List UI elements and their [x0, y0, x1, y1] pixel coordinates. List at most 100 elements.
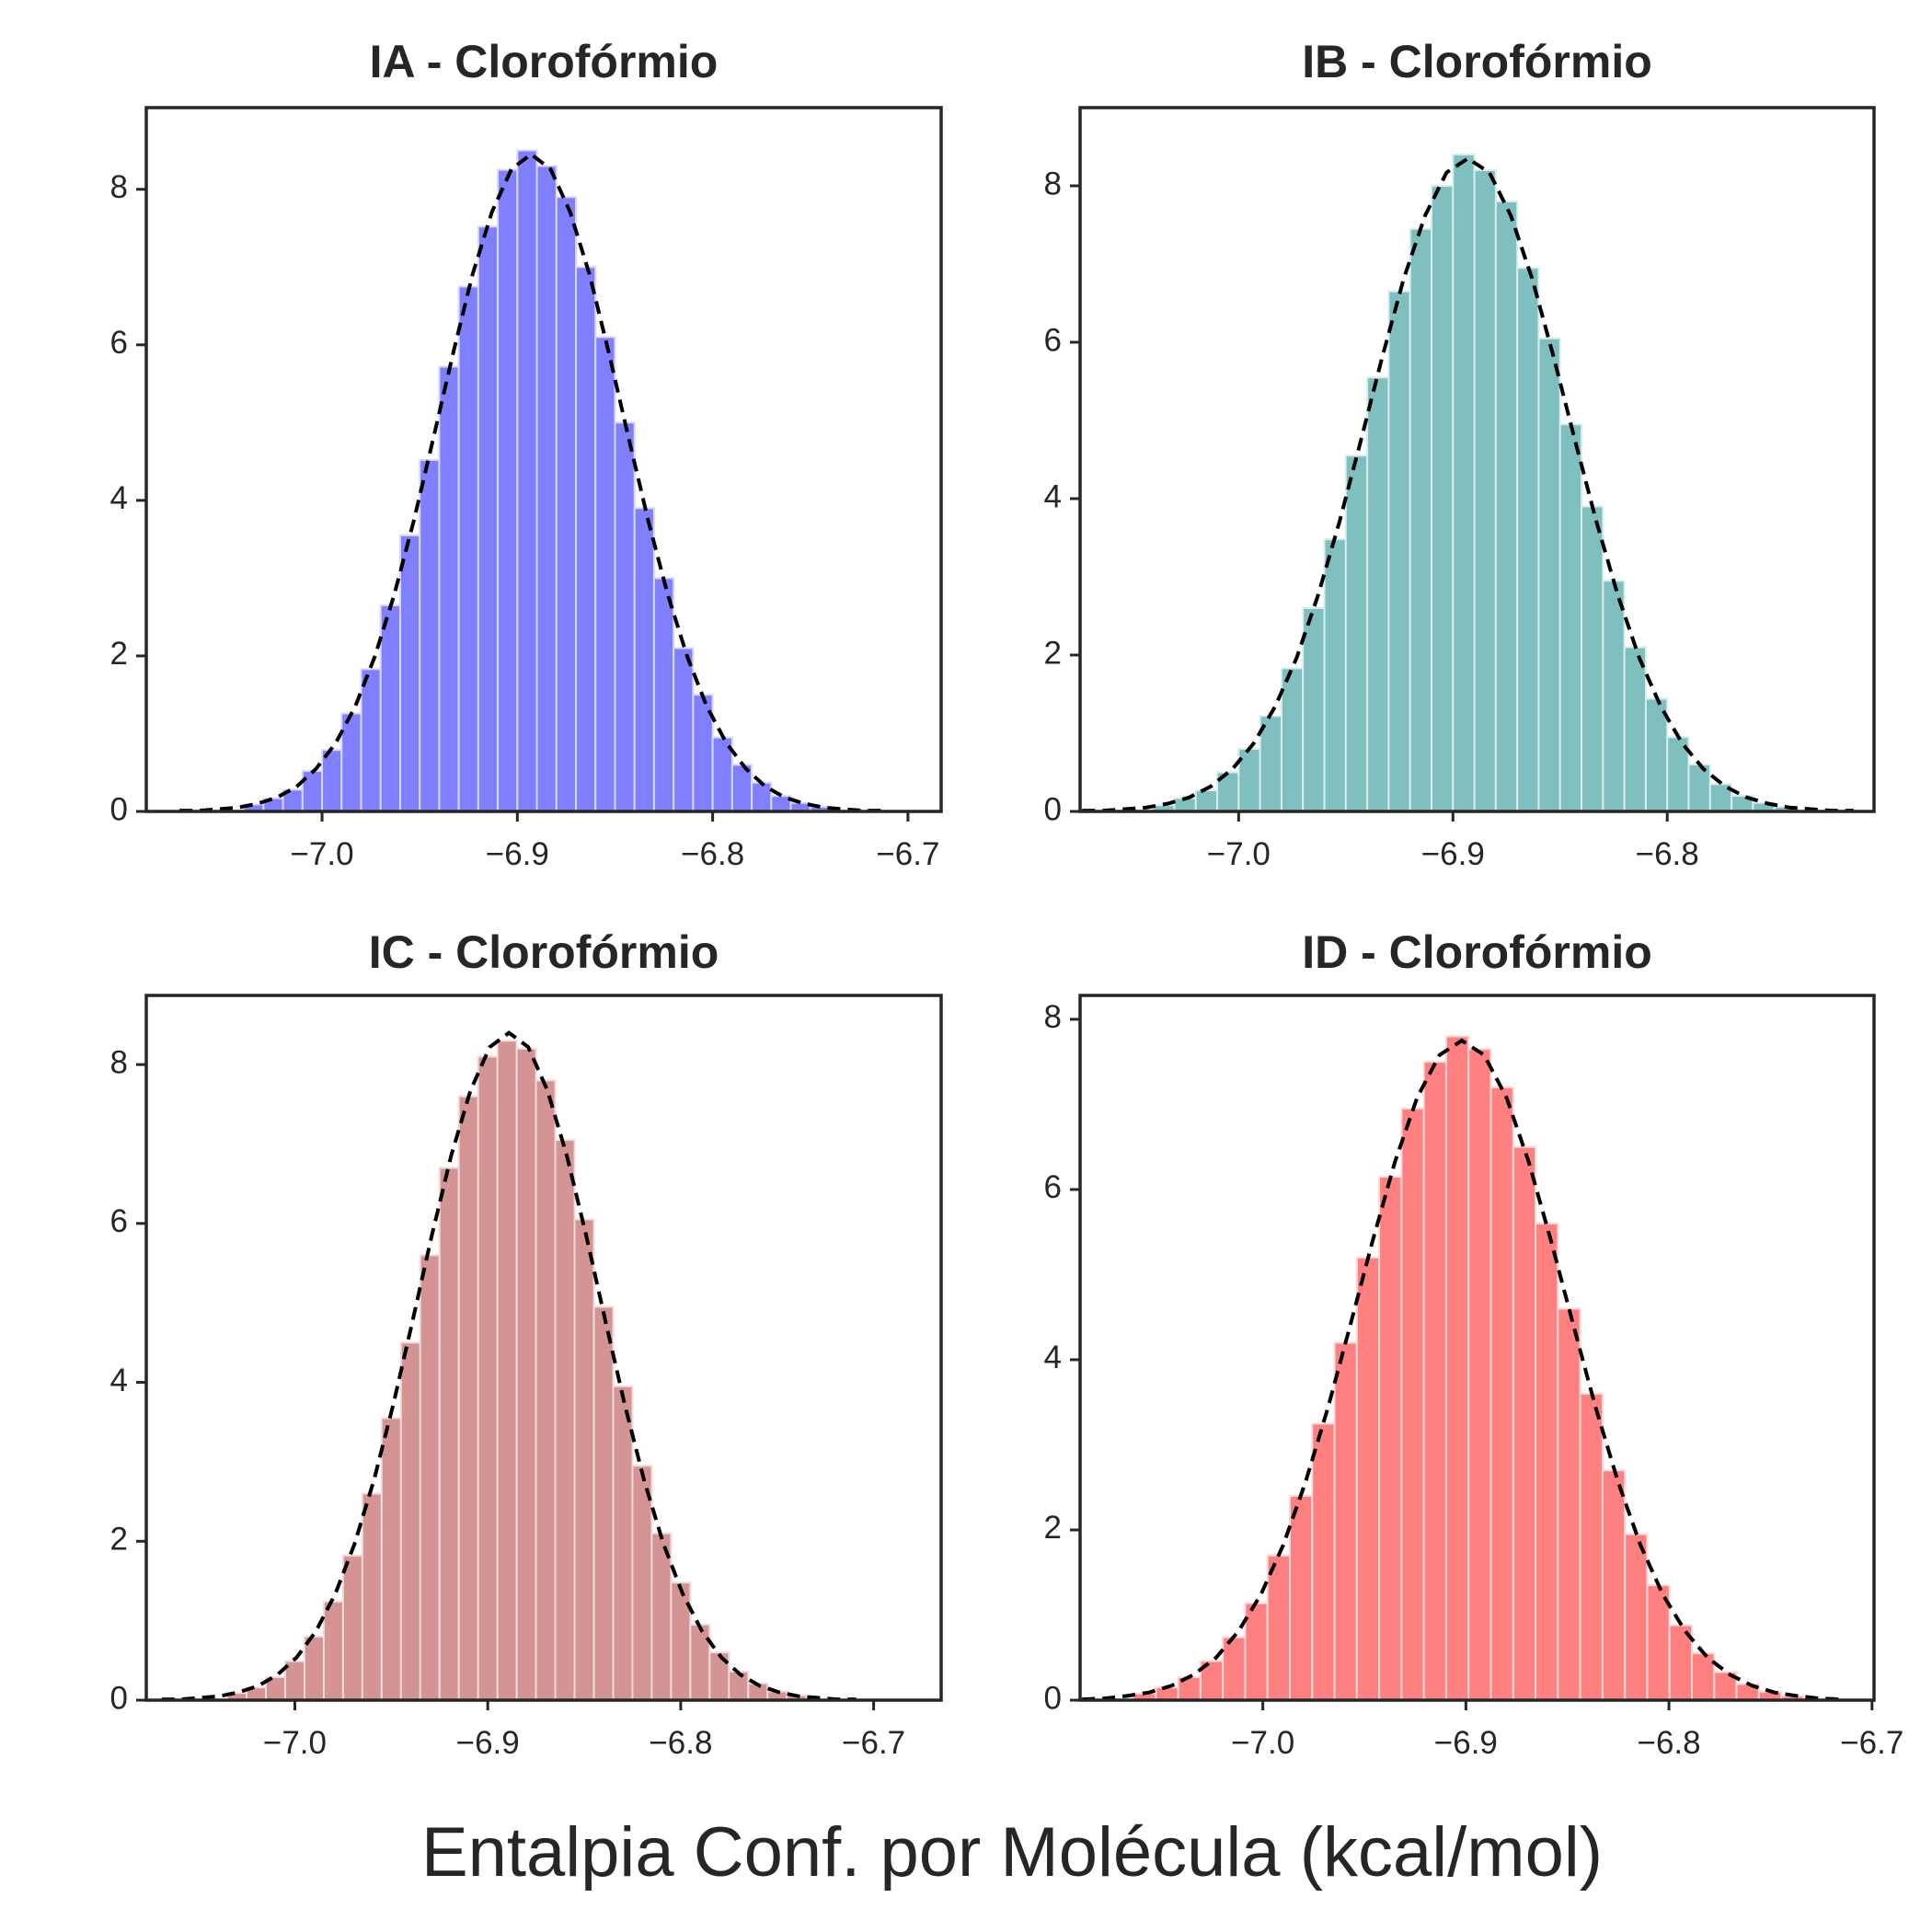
x-tick-label: −6.9	[1434, 1725, 1498, 1761]
histogram-bar	[496, 1040, 518, 1700]
y-tick-label: 4	[1044, 478, 1062, 514]
histogram-bar	[555, 196, 578, 811]
histogram-bar	[1601, 1469, 1627, 1700]
histogram-bar	[1473, 169, 1497, 811]
axes-frame	[1078, 994, 1876, 1702]
y-tick-label: 0	[1044, 1680, 1062, 1716]
histogram-bar	[612, 1385, 634, 1700]
histogram-bar	[594, 336, 616, 811]
histogram-bar	[1266, 1554, 1291, 1700]
histogram-bar	[1691, 1652, 1716, 1700]
histogram-bar	[361, 1492, 383, 1700]
x-tick-label: −6.7	[842, 1725, 905, 1761]
y-tick-label: 2	[110, 636, 128, 672]
histogram-bar	[1409, 227, 1433, 811]
plot-area	[161, 1030, 857, 1700]
x-axis-label: Entalpia Conf. por Molécula (kcal/mol)	[421, 1813, 1603, 1892]
histogram-bar	[1431, 185, 1455, 811]
axes-frame	[144, 994, 943, 1702]
histogram-bar	[1687, 764, 1711, 811]
histogram-bar	[1579, 1392, 1604, 1700]
histogram-bar	[535, 165, 558, 811]
histogram-bar	[1387, 290, 1411, 811]
x-tick-label: −6.7	[876, 836, 939, 872]
plot-area	[179, 149, 883, 811]
y-tick-label: 4	[1044, 1340, 1062, 1375]
histogram-bar	[573, 1218, 595, 1700]
histogram-bar	[689, 1623, 711, 1700]
histogram-bar	[301, 770, 324, 811]
subplot: 0 2 4 6 8 −7.0 −6.9 −6.8 −6.7 IC - Clorofórmio	[110, 926, 943, 1761]
histogram-bar	[1344, 454, 1369, 811]
histogram-bar	[1280, 667, 1305, 811]
histogram-bar	[652, 577, 675, 811]
histogram-bar	[379, 604, 401, 811]
histogram-bar	[398, 534, 421, 811]
histogram-bar	[631, 1465, 653, 1700]
x-tick-label: −7.0	[263, 1725, 327, 1761]
y-tick-label: 4	[110, 1363, 128, 1398]
x-tick-label: −6.8	[681, 836, 744, 872]
histogram-bar	[1512, 1145, 1537, 1700]
histogram-bar	[1624, 1533, 1649, 1700]
histogram-bar	[1467, 1048, 1492, 1700]
histogram-bar	[341, 1554, 363, 1700]
histogram-bar	[1366, 376, 1390, 811]
histogram-bar	[515, 1047, 537, 1700]
x-tick-label: −6.9	[1421, 836, 1485, 872]
histogram-bar	[728, 1670, 750, 1700]
histogram-bar	[1422, 1061, 1447, 1700]
histogram-bar	[673, 647, 695, 811]
histogram-bar	[1311, 1422, 1336, 1700]
subplot: 0 2 4 6 8 −7.0 −6.9 −6.8 IB - Clorofórmio	[1044, 36, 1876, 872]
subplot-title: ID - Clorofórmio	[1302, 926, 1652, 978]
histogram-bar	[1489, 1086, 1514, 1700]
fit-curve	[161, 1030, 857, 1700]
histogram-bar	[438, 365, 460, 811]
histogram-bar	[360, 668, 382, 811]
histogram-bar	[1558, 423, 1583, 811]
x-tick-label: −6.7	[1840, 1725, 1903, 1761]
histogram-bar	[1494, 201, 1519, 811]
histogram-bar	[438, 1167, 460, 1700]
histogram-bar	[1302, 607, 1326, 811]
histogram-bar	[1537, 337, 1561, 811]
subplot: 0 2 4 6 8 −7.0 −6.9 −6.8 −6.7 ID - Clorofórmio	[1044, 926, 1904, 1761]
histogram-bar	[1400, 1108, 1425, 1700]
histogram-bar	[303, 1635, 325, 1700]
histogram-bar	[1516, 267, 1540, 811]
histogram-bar	[592, 1305, 615, 1700]
histogram-bar	[457, 285, 479, 811]
histogram-bar	[670, 1581, 692, 1700]
histogram-bar	[554, 1139, 576, 1700]
histogram-bar	[1244, 1602, 1269, 1700]
subplot-title: IC - Clorofórmio	[369, 926, 719, 978]
histogram-bar	[322, 1600, 344, 1700]
histogram-bar	[614, 421, 636, 811]
x-tick-label: −7.0	[1207, 836, 1271, 872]
y-tick-label: 6	[1044, 322, 1062, 358]
y-tick-label: 6	[110, 1203, 128, 1239]
x-tick-label: −6.9	[486, 836, 549, 872]
histogram-bar	[1155, 1686, 1179, 1700]
subplot-title: IB - Clorofórmio	[1302, 36, 1652, 87]
y-tick-label: 0	[1044, 791, 1062, 827]
histogram-bar	[1333, 1341, 1358, 1700]
y-tick-label: 8	[1044, 999, 1062, 1035]
histogram-bar	[321, 749, 343, 811]
y-tick-label: 8	[1044, 166, 1062, 201]
histogram-bar	[419, 1254, 441, 1700]
histogram-bar	[1194, 789, 1219, 811]
subplot: 0 2 4 6 8 −7.0 −6.9 −6.8 −6.7 IA - Clorofórmio	[110, 36, 943, 872]
fit-curve	[1082, 1038, 1842, 1700]
histogram-bar	[399, 1341, 421, 1700]
y-tick-label: 0	[110, 791, 128, 827]
histogram-bar	[575, 266, 597, 811]
histogram-bar	[1288, 1494, 1314, 1700]
histogram-bar	[1623, 646, 1647, 811]
x-tick-label: −7.0	[291, 836, 354, 872]
x-tick-label: −6.9	[456, 1725, 520, 1761]
x-tick-label: −6.8	[649, 1725, 712, 1761]
histogram-bar	[1222, 1636, 1247, 1700]
